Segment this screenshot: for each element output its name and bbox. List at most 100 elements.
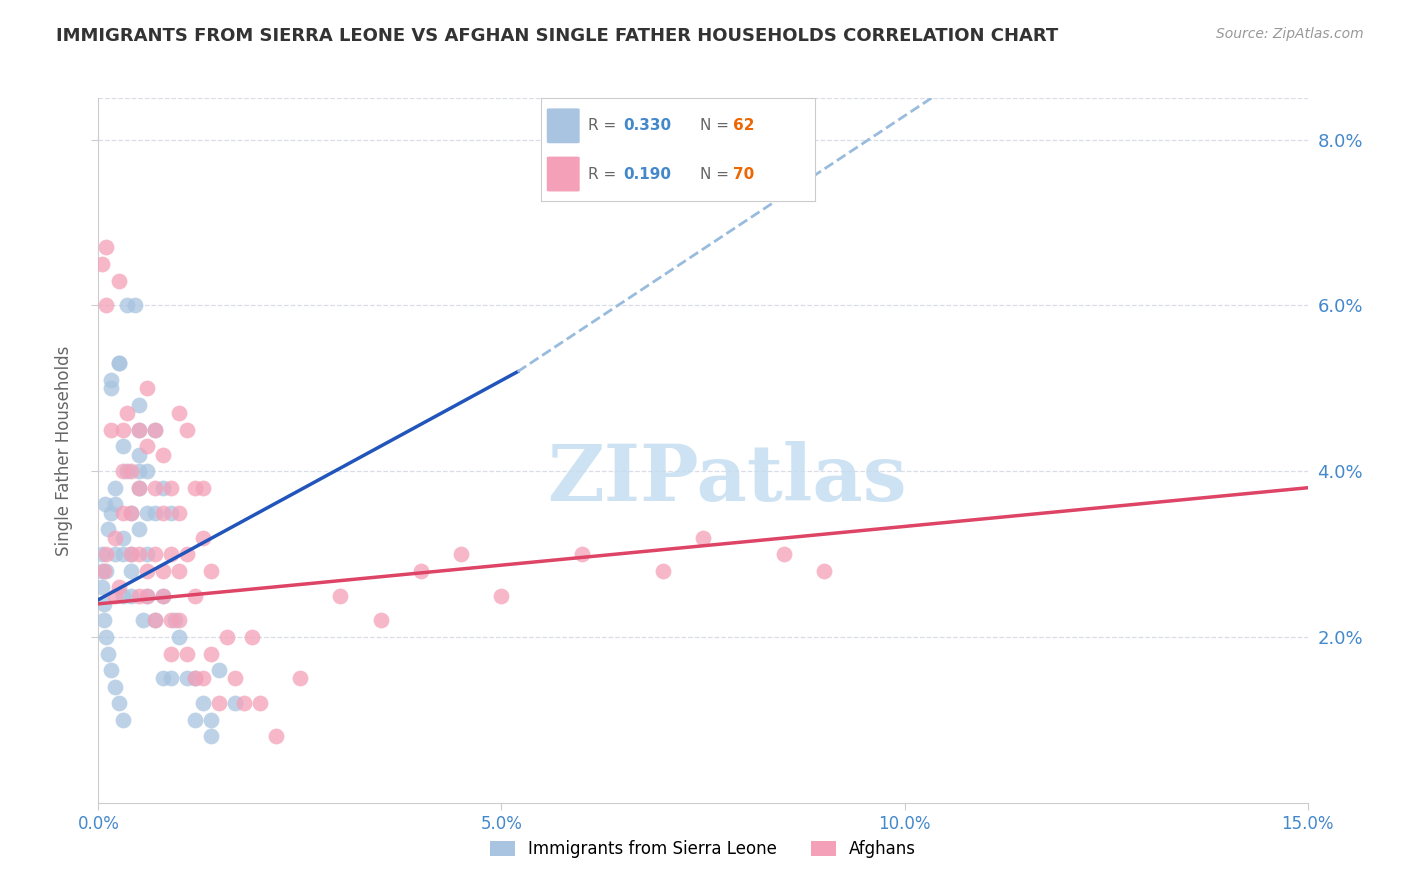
Point xyxy=(491,589,513,603)
Point xyxy=(135,381,157,395)
Point xyxy=(107,696,129,710)
Point xyxy=(96,240,118,254)
Point xyxy=(160,481,183,495)
Point xyxy=(163,614,186,628)
Text: N =: N = xyxy=(700,119,730,133)
Point xyxy=(200,647,222,661)
Point xyxy=(143,547,166,561)
Point xyxy=(176,423,198,437)
Point xyxy=(128,481,150,495)
Point xyxy=(135,589,157,603)
Point xyxy=(152,448,174,462)
Point xyxy=(152,506,174,520)
FancyBboxPatch shape xyxy=(547,157,579,192)
Point xyxy=(107,356,129,370)
Text: 62: 62 xyxy=(734,119,755,133)
Point xyxy=(100,381,122,395)
Point xyxy=(128,398,150,412)
Point xyxy=(772,547,794,561)
Point xyxy=(193,481,215,495)
Point xyxy=(160,647,183,661)
Point xyxy=(120,464,142,478)
Point xyxy=(135,506,157,520)
Point xyxy=(152,589,174,603)
Point xyxy=(93,564,115,578)
Point xyxy=(176,672,198,686)
Point xyxy=(200,730,222,744)
Text: R =: R = xyxy=(588,167,616,182)
Point xyxy=(264,730,287,744)
Text: N =: N = xyxy=(700,167,730,182)
Point xyxy=(813,564,835,578)
Point xyxy=(167,406,190,420)
Text: IMMIGRANTS FROM SIERRA LEONE VS AFGHAN SINGLE FATHER HOUSEHOLDS CORRELATION CHAR: IMMIGRANTS FROM SIERRA LEONE VS AFGHAN S… xyxy=(56,27,1059,45)
Point xyxy=(120,589,142,603)
Y-axis label: Single Father Households: Single Father Households xyxy=(55,345,73,556)
Point xyxy=(94,497,117,511)
Point xyxy=(193,672,215,686)
Point xyxy=(100,423,122,437)
Point xyxy=(409,564,432,578)
Point xyxy=(160,547,183,561)
Point xyxy=(135,547,157,561)
Point xyxy=(128,423,150,437)
Point xyxy=(111,506,134,520)
Point xyxy=(184,672,207,686)
Point xyxy=(152,589,174,603)
Point xyxy=(128,547,150,561)
Point xyxy=(224,696,246,710)
Point xyxy=(143,423,166,437)
Point xyxy=(115,298,138,312)
Point xyxy=(329,589,352,603)
Point xyxy=(217,630,239,644)
Point xyxy=(167,614,190,628)
Point xyxy=(143,481,166,495)
Point xyxy=(135,564,157,578)
Point xyxy=(128,589,150,603)
Point xyxy=(143,614,166,628)
Point xyxy=(651,564,673,578)
Point xyxy=(249,696,271,710)
Point xyxy=(97,647,120,661)
Point xyxy=(96,298,118,312)
Point xyxy=(120,547,142,561)
Point xyxy=(167,630,190,644)
Point xyxy=(152,672,174,686)
Legend: Immigrants from Sierra Leone, Afghans: Immigrants from Sierra Leone, Afghans xyxy=(484,834,922,865)
Point xyxy=(100,373,122,387)
Point xyxy=(208,696,231,710)
Point xyxy=(107,273,129,287)
Point xyxy=(184,713,207,727)
Point xyxy=(184,589,207,603)
Point xyxy=(143,506,166,520)
Point xyxy=(160,672,183,686)
FancyBboxPatch shape xyxy=(547,109,579,144)
Point xyxy=(128,522,150,536)
Point xyxy=(91,580,114,594)
Point xyxy=(135,589,157,603)
Point xyxy=(96,564,118,578)
Point xyxy=(128,464,150,478)
Point xyxy=(111,464,134,478)
Point xyxy=(107,356,129,370)
Point xyxy=(115,464,138,478)
Point xyxy=(152,481,174,495)
Point xyxy=(176,647,198,661)
Point xyxy=(96,630,118,644)
Point xyxy=(97,522,120,536)
Point xyxy=(107,580,129,594)
Text: 0.190: 0.190 xyxy=(624,167,672,182)
Point xyxy=(135,439,157,453)
Point xyxy=(124,298,146,312)
Point xyxy=(93,614,115,628)
Point xyxy=(143,423,166,437)
Point xyxy=(232,696,254,710)
Point xyxy=(103,481,125,495)
Point xyxy=(111,531,134,545)
Point xyxy=(692,531,714,545)
Point xyxy=(91,257,114,271)
Point xyxy=(200,564,222,578)
Text: Source: ZipAtlas.com: Source: ZipAtlas.com xyxy=(1216,27,1364,41)
Point xyxy=(103,497,125,511)
Point xyxy=(135,464,157,478)
